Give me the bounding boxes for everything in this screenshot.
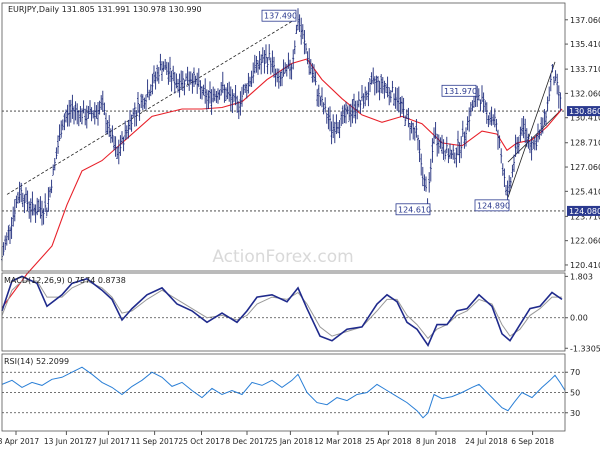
- macd-panel-title: MACD(12,26,9) 0.7574 0.8738: [4, 276, 126, 285]
- price-y-tick-label: 132.060: [570, 89, 600, 98]
- x-tick-label: 8 Dec 2017: [225, 437, 268, 446]
- x-tick-label: 24 Jul 2018: [465, 437, 508, 446]
- rsi-y-tick-label: 70: [570, 368, 580, 377]
- x-tick-label: 8 Jun 2018: [416, 437, 457, 446]
- price-bars: [1, 8, 562, 262]
- price-y-tick-label: 125.410: [570, 187, 600, 196]
- x-tick-label: 28 Apr 2017: [0, 437, 39, 446]
- x-tick-label: 6 Sep 2018: [511, 437, 554, 446]
- x-tick-label: 25 Jan 2018: [268, 437, 313, 446]
- macd-signal-line: [1, 280, 562, 340]
- watermark: ActionForex.com: [212, 247, 353, 267]
- macd-macd-line: [1, 275, 563, 347]
- price-y-tick-label: 133.710: [570, 65, 600, 74]
- macd-panel-frame: [1, 272, 566, 352]
- price-y-tick-label: 127.060: [570, 163, 600, 172]
- price-y-tick-label: 130.410: [570, 114, 600, 123]
- price-y-tick-label: 123.710: [570, 212, 600, 221]
- price-annotation-box: [395, 203, 431, 216]
- level-label: 130.860: [569, 107, 600, 116]
- x-tick-label: 25 Oct 2017: [178, 437, 225, 446]
- price-y-tick-label: 122.060: [570, 237, 600, 246]
- price-annotation: 131.970: [444, 87, 477, 96]
- price-panel-title: EURJPY,Daily 131.805 131.991 130.978 130…: [8, 5, 202, 14]
- trend-line: [507, 61, 556, 198]
- x-tick-label: 27 Jul 2017: [87, 437, 130, 446]
- trend-line: [507, 108, 563, 163]
- price-annotation-box: [261, 9, 297, 22]
- price-annotation: 124.890: [477, 201, 510, 210]
- price-y-tick-label: 120.410: [570, 261, 600, 270]
- rsi-y-tick-label: 50: [570, 389, 580, 398]
- rsi-y-tick-label: 30: [570, 409, 580, 418]
- x-tick-label: 12 Mar 2018: [314, 437, 362, 446]
- trend-line: [6, 17, 299, 195]
- x-tick-label: 13 Jun 2017: [44, 437, 89, 446]
- x-tick-label: 11 Sep 2017: [131, 437, 179, 446]
- x-tick-label: 25 Apr 2018: [365, 437, 412, 446]
- macd-y-tick-label: -1.3305: [570, 344, 600, 353]
- price-panel-frame: [1, 2, 566, 272]
- level-label: 124.080: [569, 207, 600, 216]
- price-annotation: 137.490: [264, 12, 297, 21]
- rsi-line: [1, 366, 566, 419]
- price-y-tick-label: 135.410: [570, 40, 600, 49]
- rsi-panel-title: RSI(14) 52.2099: [4, 357, 69, 366]
- rsi-panel-frame: [1, 353, 566, 432]
- price-annotation: 124.610: [398, 205, 431, 214]
- macd-y-tick-label: 1.803: [570, 272, 593, 281]
- price-annotation-box: [474, 199, 510, 212]
- price-y-tick-label: 128.710: [570, 139, 600, 148]
- price-annotation-box: [441, 84, 477, 97]
- level-label-box: [567, 205, 600, 216]
- price-y-tick-label: 137.060: [570, 16, 600, 25]
- level-label-box: [567, 106, 600, 117]
- macd-y-tick-label: 0.00: [570, 314, 588, 323]
